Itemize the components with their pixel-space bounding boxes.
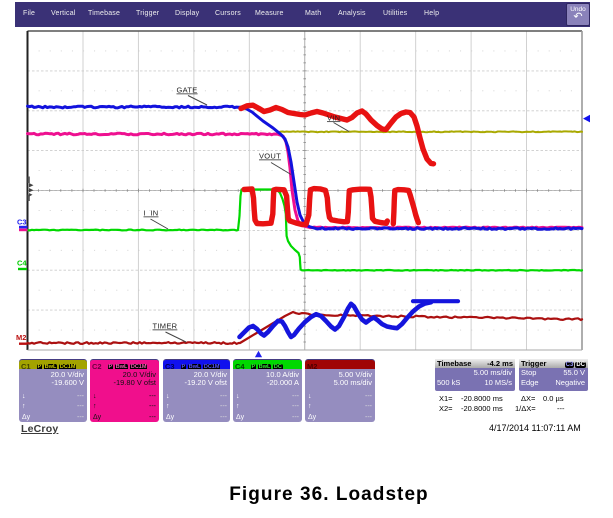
svg-text:C3: C3 [17, 218, 27, 227]
svg-text:TIMER: TIMER [153, 322, 178, 331]
svg-text:C4: C4 [17, 259, 27, 268]
svg-text:M2: M2 [16, 333, 26, 342]
svg-text:VOUT: VOUT [259, 152, 281, 161]
svg-text:I_IN: I_IN [144, 209, 159, 218]
svg-text:VIN: VIN [327, 113, 340, 122]
svg-text:GATE: GATE [177, 86, 198, 95]
